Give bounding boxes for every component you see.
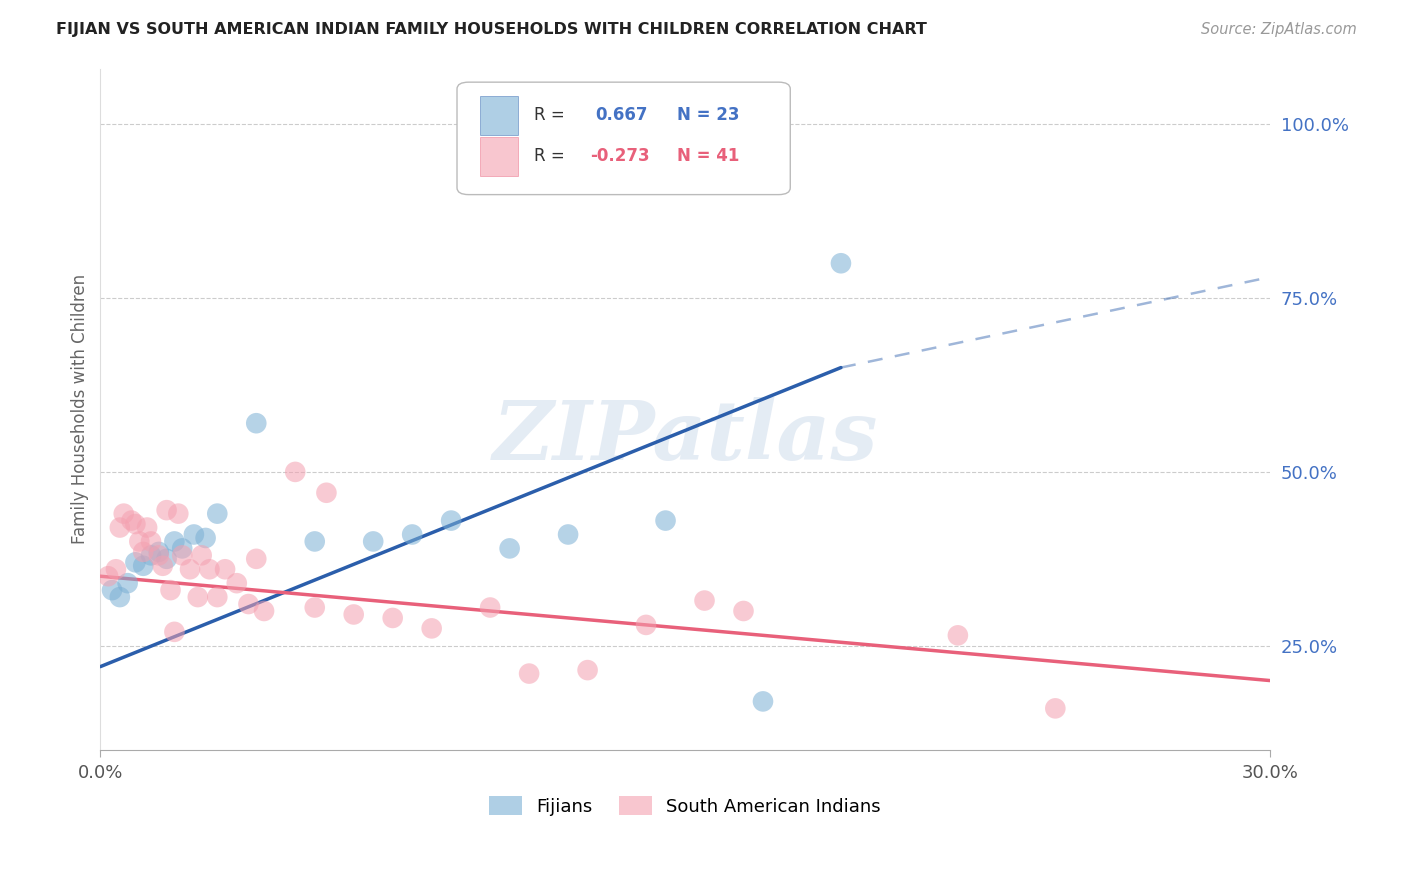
- Point: [148, 545, 170, 559]
- Point: [401, 527, 423, 541]
- Point: [315, 485, 337, 500]
- Point: [1045, 701, 1067, 715]
- Point: [187, 590, 209, 604]
- FancyBboxPatch shape: [457, 82, 790, 194]
- Point: [198, 562, 221, 576]
- Point: [124, 517, 146, 532]
- Point: [440, 514, 463, 528]
- Point: [498, 541, 520, 556]
- Point: [733, 604, 755, 618]
- Legend: Fijians, South American Indians: Fijians, South American Indians: [482, 789, 889, 822]
- Point: [284, 465, 307, 479]
- Point: [420, 621, 443, 635]
- Point: [139, 534, 162, 549]
- Point: [148, 549, 170, 563]
- Point: [253, 604, 276, 618]
- Point: [207, 507, 229, 521]
- Point: [830, 256, 852, 270]
- Text: N = 41: N = 41: [676, 147, 740, 165]
- Point: [112, 507, 135, 521]
- Point: [190, 549, 212, 563]
- Point: [381, 611, 404, 625]
- Point: [121, 514, 143, 528]
- Point: [163, 624, 186, 639]
- Point: [361, 534, 384, 549]
- Point: [172, 549, 194, 563]
- Text: N = 23: N = 23: [676, 106, 740, 124]
- Point: [479, 600, 502, 615]
- Point: [946, 628, 969, 642]
- Text: Source: ZipAtlas.com: Source: ZipAtlas.com: [1201, 22, 1357, 37]
- Point: [172, 541, 194, 556]
- Text: 0.667: 0.667: [595, 106, 648, 124]
- Point: [752, 694, 775, 708]
- Y-axis label: Family Households with Children: Family Households with Children: [72, 274, 89, 544]
- Point: [132, 558, 155, 573]
- Point: [194, 531, 217, 545]
- Point: [225, 576, 247, 591]
- Text: R =: R =: [534, 106, 565, 124]
- Point: [634, 618, 657, 632]
- Point: [517, 666, 540, 681]
- Point: [557, 527, 579, 541]
- Point: [304, 534, 326, 549]
- Point: [214, 562, 236, 576]
- Point: [576, 663, 599, 677]
- Point: [128, 534, 150, 549]
- Text: ZIPatlas: ZIPatlas: [492, 397, 877, 476]
- Point: [156, 551, 179, 566]
- Point: [654, 514, 676, 528]
- Point: [108, 520, 131, 534]
- Point: [139, 549, 162, 563]
- Point: [136, 520, 159, 534]
- Point: [304, 600, 326, 615]
- FancyBboxPatch shape: [481, 137, 517, 176]
- Text: R =: R =: [534, 147, 565, 165]
- Point: [156, 503, 179, 517]
- Point: [167, 507, 190, 521]
- Point: [117, 576, 139, 591]
- Point: [179, 562, 201, 576]
- Point: [343, 607, 366, 622]
- Point: [159, 583, 181, 598]
- Point: [132, 545, 155, 559]
- Text: -0.273: -0.273: [591, 147, 650, 165]
- Point: [152, 558, 174, 573]
- Point: [238, 597, 260, 611]
- Point: [183, 527, 205, 541]
- Point: [108, 590, 131, 604]
- Point: [245, 416, 267, 430]
- Point: [104, 562, 127, 576]
- Point: [124, 555, 146, 569]
- Point: [245, 551, 267, 566]
- Point: [101, 583, 124, 598]
- Text: FIJIAN VS SOUTH AMERICAN INDIAN FAMILY HOUSEHOLDS WITH CHILDREN CORRELATION CHAR: FIJIAN VS SOUTH AMERICAN INDIAN FAMILY H…: [56, 22, 927, 37]
- Point: [163, 534, 186, 549]
- Point: [693, 593, 716, 607]
- FancyBboxPatch shape: [481, 96, 517, 135]
- Point: [97, 569, 120, 583]
- Point: [207, 590, 229, 604]
